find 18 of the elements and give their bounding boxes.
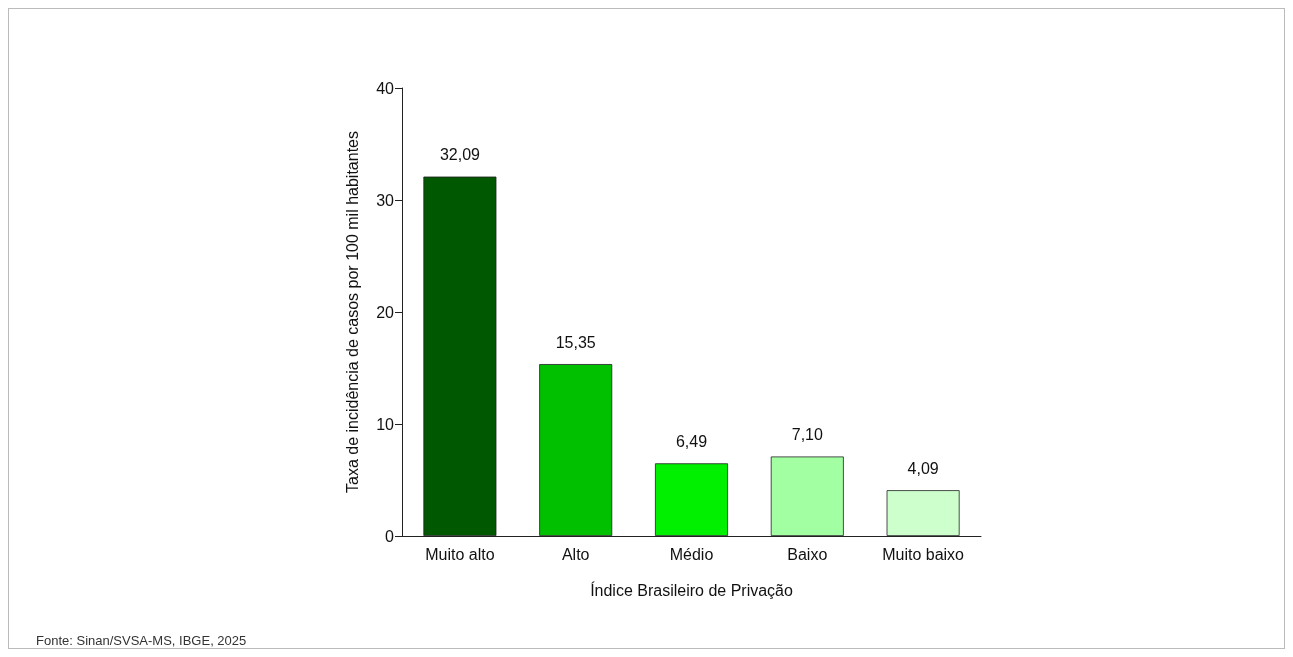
- y-tick-label: 20: [376, 303, 395, 321]
- x-tick-label: Médio: [669, 545, 714, 563]
- data-label: 15,35: [555, 333, 596, 351]
- y-tick-label: 10: [376, 415, 395, 433]
- y-tick-label: 40: [376, 79, 395, 97]
- y-tick-label: 30: [376, 191, 395, 209]
- data-label: 32,09: [439, 146, 481, 164]
- x-tick-label: Baixo: [787, 545, 828, 563]
- data-label: 6,49: [675, 432, 708, 450]
- y-axis-title: Taxa de incidência de casos por 100 mil habitantes: [343, 131, 361, 493]
- data-label: 4,09: [907, 459, 939, 477]
- x-tick-label: Muito alto: [425, 545, 495, 563]
- source-note: Fonte: Sinan/SVSA-MS, IBGE, 2025: [36, 633, 247, 648]
- x-tick-label: Muito baixo: [882, 545, 965, 563]
- data-label: 7,10: [791, 425, 823, 443]
- x-tick-label: Alto: [561, 545, 590, 563]
- x-axis-title: Índice Brasileiro de Privação: [590, 580, 793, 599]
- y-tick-label: 0: [385, 527, 395, 545]
